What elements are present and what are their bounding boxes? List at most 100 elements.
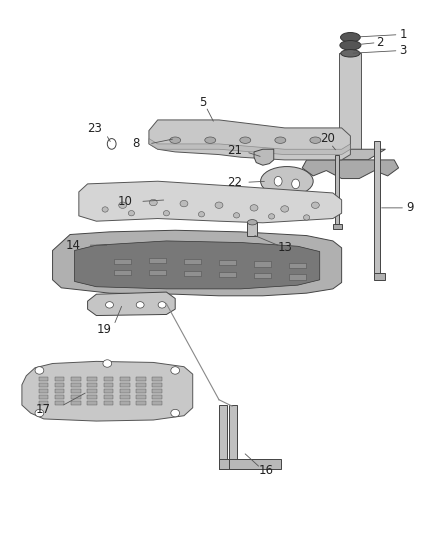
Text: 20: 20 [320,132,335,145]
FancyBboxPatch shape [136,401,146,405]
FancyBboxPatch shape [152,401,162,405]
Ellipse shape [310,137,321,143]
FancyBboxPatch shape [39,401,48,405]
FancyBboxPatch shape [55,389,64,392]
Ellipse shape [250,205,258,211]
Text: 21: 21 [227,144,242,157]
FancyBboxPatch shape [149,270,166,275]
Ellipse shape [198,212,205,217]
FancyBboxPatch shape [120,377,130,381]
FancyBboxPatch shape [219,260,236,265]
FancyBboxPatch shape [184,271,201,276]
Text: 9: 9 [406,201,413,214]
FancyBboxPatch shape [247,222,257,236]
FancyBboxPatch shape [152,389,162,392]
FancyBboxPatch shape [120,401,130,405]
Ellipse shape [170,137,180,143]
Text: 8: 8 [132,138,139,150]
Ellipse shape [128,211,134,216]
FancyBboxPatch shape [114,259,131,264]
FancyBboxPatch shape [219,405,227,469]
Ellipse shape [274,176,282,186]
FancyBboxPatch shape [120,389,130,392]
FancyBboxPatch shape [120,395,130,399]
FancyBboxPatch shape [71,395,81,399]
Ellipse shape [233,213,240,218]
FancyBboxPatch shape [289,274,306,280]
FancyBboxPatch shape [219,459,272,469]
FancyBboxPatch shape [335,155,339,224]
FancyBboxPatch shape [289,263,306,268]
Text: 16: 16 [259,464,274,477]
FancyBboxPatch shape [71,401,81,405]
Ellipse shape [180,200,188,207]
FancyBboxPatch shape [104,377,113,381]
Ellipse shape [35,367,44,374]
FancyBboxPatch shape [184,259,201,264]
Ellipse shape [341,50,360,57]
Ellipse shape [205,137,215,143]
FancyBboxPatch shape [136,395,146,399]
FancyBboxPatch shape [136,383,146,386]
FancyBboxPatch shape [55,377,64,381]
FancyBboxPatch shape [374,141,380,277]
FancyBboxPatch shape [87,395,97,399]
Text: 14: 14 [66,239,81,252]
FancyBboxPatch shape [152,383,162,386]
FancyBboxPatch shape [152,377,162,381]
Ellipse shape [102,207,108,212]
Polygon shape [149,120,350,160]
Ellipse shape [292,179,300,189]
FancyBboxPatch shape [55,395,64,399]
Ellipse shape [311,202,319,208]
Ellipse shape [149,199,157,206]
FancyBboxPatch shape [104,389,113,392]
FancyBboxPatch shape [229,405,237,469]
FancyBboxPatch shape [39,383,48,386]
Polygon shape [74,241,320,289]
FancyBboxPatch shape [149,258,166,263]
FancyBboxPatch shape [136,389,146,392]
FancyBboxPatch shape [339,53,361,152]
Text: 10: 10 [117,195,132,208]
Ellipse shape [268,214,275,219]
Polygon shape [53,230,342,296]
Text: 1: 1 [399,28,407,41]
FancyBboxPatch shape [254,261,271,266]
FancyBboxPatch shape [87,401,97,405]
Ellipse shape [304,215,310,220]
Text: 19: 19 [97,323,112,336]
FancyBboxPatch shape [39,377,48,381]
Ellipse shape [261,166,313,196]
FancyBboxPatch shape [71,377,81,381]
FancyBboxPatch shape [71,389,81,392]
Ellipse shape [163,211,170,216]
FancyBboxPatch shape [374,273,385,280]
Ellipse shape [340,41,361,50]
Ellipse shape [281,206,289,212]
FancyBboxPatch shape [104,395,113,399]
FancyBboxPatch shape [104,383,113,386]
Ellipse shape [275,137,286,143]
Ellipse shape [171,367,180,374]
Polygon shape [88,292,175,316]
FancyBboxPatch shape [39,389,48,392]
Polygon shape [333,224,342,229]
FancyBboxPatch shape [87,377,97,381]
Ellipse shape [240,137,251,143]
Text: 17: 17 [35,403,50,416]
Text: 23: 23 [87,123,102,135]
Polygon shape [22,361,193,421]
Ellipse shape [247,220,257,225]
FancyBboxPatch shape [219,272,236,277]
FancyBboxPatch shape [55,401,64,405]
FancyBboxPatch shape [87,383,97,386]
Text: 5: 5 [199,96,206,109]
FancyBboxPatch shape [114,270,131,275]
Polygon shape [315,149,385,160]
FancyBboxPatch shape [120,383,130,386]
FancyBboxPatch shape [104,401,113,405]
FancyBboxPatch shape [71,383,81,386]
Ellipse shape [341,33,360,42]
Polygon shape [149,139,350,155]
